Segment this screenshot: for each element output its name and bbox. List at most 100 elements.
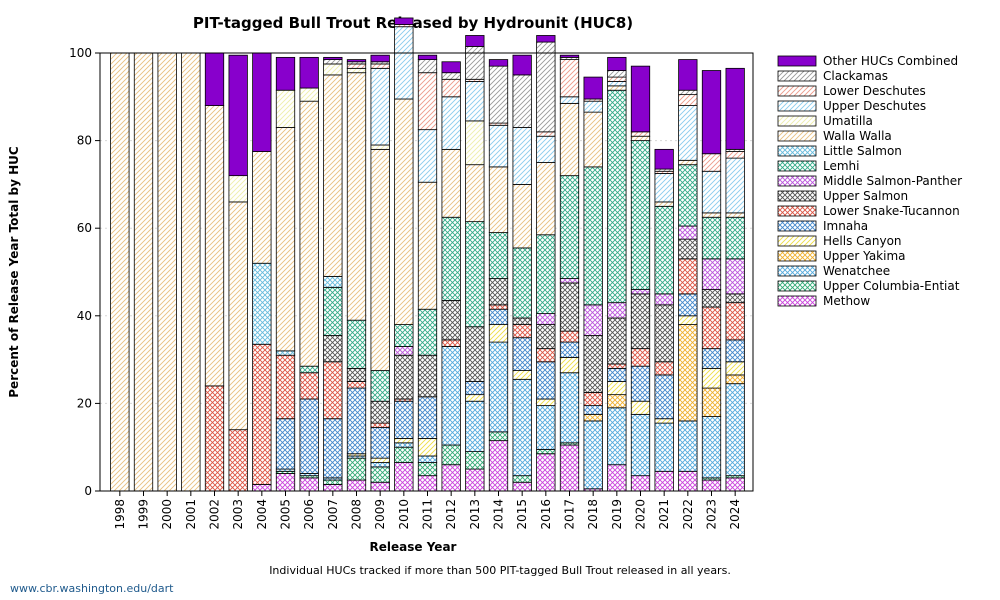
y-tick-label: 0	[84, 484, 92, 498]
bar-segment-other-hucs-combined-2013	[465, 35, 485, 47]
legend-swatch	[777, 235, 817, 247]
x-tick-label: 1999	[137, 499, 151, 530]
bar-segment-lower-deschutes-2016	[536, 131, 556, 137]
bar-segment-wenatchee-2024	[725, 383, 745, 477]
bar-segment-middle-salmon-panther-2019	[607, 302, 627, 319]
x-tick-label: 2012	[444, 499, 458, 530]
bar-segment-lower-snake-tucannon-2009	[370, 422, 390, 428]
legend-swatch	[777, 100, 817, 112]
bar-segment-lower-deschutes-2024	[725, 151, 745, 159]
bar-segment-lemhi-2010	[394, 324, 414, 347]
bar-segment-wenatchee-2017	[559, 372, 580, 444]
bar-segment-upper-salmon-2016	[536, 324, 556, 350]
bar-segment-umatilla-2007	[323, 63, 343, 76]
bar-segment-upper-columbia-entiat-2014	[488, 431, 509, 442]
x-tick-label: 2019	[610, 499, 624, 530]
bar-segment-methow-2006	[299, 477, 319, 492]
bar-segment-imnaha-2014	[488, 308, 509, 325]
y-axis-ticks: 0 20 40 60 80 100	[69, 46, 100, 498]
x-tick-label: 2020	[634, 499, 648, 530]
legend-swatch	[777, 265, 817, 277]
bar-segment-little-salmon-2005	[275, 350, 296, 356]
x-tick-label: 2006	[302, 499, 316, 530]
bar-segment-walla-walla-2021	[654, 201, 674, 207]
bar-segment-umatilla-2013	[465, 120, 485, 166]
bar-segment-lower-snake-tucannon-2004	[252, 343, 272, 485]
bar-segment-hells-canyon-2024	[725, 361, 745, 376]
bar-segment-lower-snake-tucannon-2005	[275, 354, 296, 420]
legend-label: Upper Salmon	[823, 189, 908, 203]
bar-segment-hells-canyon-2014	[488, 324, 509, 343]
bar-segment-umatilla-2008	[346, 67, 367, 74]
bar-segment-walla-walla-2006	[299, 100, 319, 367]
bar-segment-other-hucs-combined-2015	[512, 54, 532, 76]
bar-segment-lower-snake-tucannon-2006	[299, 372, 319, 400]
bar-segment-methow-2016	[536, 453, 556, 492]
bar-segment-lower-deschutes-2019	[607, 76, 627, 82]
bar-segment-upper-salmon-2020	[630, 293, 651, 350]
x-tick-label: 2021	[657, 499, 671, 530]
bar-segment-imnaha-2017	[559, 341, 580, 358]
bar-segment-other-hucs-combined-2022	[678, 59, 698, 91]
legend-label: Umatilla	[823, 114, 873, 128]
bar-segment-clackamas-2015	[512, 74, 532, 128]
bar-segment-wenatchee-2023	[701, 416, 722, 479]
bar-segment-lower-snake-tucannon-2019	[607, 363, 627, 369]
bar-segment-upper-columbia-entiat-2009	[370, 466, 390, 483]
plot-frame	[99, 52, 754, 492]
bar-segment-upper-salmon-2024	[725, 293, 745, 304]
bar-segment-walla-walla-1998	[110, 52, 130, 492]
bar-segment-upper-deschutes-2015	[512, 127, 532, 185]
bar-segment-methow-2010	[394, 462, 414, 492]
bar-segment-upper-deschutes-2017	[559, 96, 580, 104]
bar-segment-middle-salmon-panther-2021	[654, 293, 674, 306]
legend-swatch	[777, 190, 817, 202]
x-tick-label: 2005	[279, 499, 293, 530]
legend-swatch	[777, 220, 817, 232]
y-tick-label: 40	[77, 309, 92, 323]
bar-segment-methow-2017	[559, 444, 580, 492]
bar-segment-wenatchee-2022	[678, 420, 698, 472]
bar-segment-middle-salmon-panther-2022	[678, 225, 698, 240]
bar-segment-upper-salmon-2014	[488, 278, 509, 306]
legend-label: Methow	[823, 294, 870, 308]
bar-segment-upper-yakima-2019	[607, 394, 627, 409]
bar-segment-other-hucs-combined-2005	[275, 56, 296, 91]
bar-segment-upper-deschutes-2021	[654, 173, 674, 203]
bar-segment-lower-snake-tucannon-2014	[488, 304, 509, 310]
bar-segment-wenatchee-2013	[465, 400, 485, 452]
bar-segment-upper-columbia-entiat-2016	[536, 448, 556, 455]
y-axis-label: Percent of Release Year Total by HUC	[7, 146, 21, 398]
bar-segment-imnaha-2023	[701, 348, 722, 369]
bar-segment-lemhi-2014	[488, 232, 509, 279]
bar-segment-walla-walla-2015	[512, 183, 532, 249]
bar-segment-hells-canyon-2010	[394, 438, 414, 444]
bar-segment-methow-2013	[465, 468, 485, 492]
bar-segment-middle-salmon-panther-2016	[536, 313, 556, 325]
legend-swatch	[777, 280, 817, 292]
bar-segment-walla-walla-2009	[370, 148, 390, 371]
bar-segment-lemhi-2023	[701, 216, 722, 260]
bar-segment-hells-canyon-2017	[559, 357, 580, 374]
bar-segment-hells-canyon-2023	[701, 367, 722, 389]
bar-segment-hells-canyon-2020	[630, 400, 651, 415]
bar-segment-middle-salmon-panther-2017	[559, 278, 580, 284]
bar-segment-lower-snake-tucannon-2016	[536, 348, 556, 363]
legend-label: Lower Snake-Tucannon	[823, 204, 960, 218]
bar-segment-upper-deschutes-2013	[465, 81, 485, 122]
x-tick-label: 2004	[255, 499, 269, 530]
legend-label: Middle Salmon-Panther	[823, 174, 962, 188]
bar-segment-lower-snake-tucannon-2007	[323, 361, 343, 420]
legend-label: Clackamas	[823, 69, 888, 83]
bar-segment-walla-walla-2017	[559, 102, 580, 177]
bar-segment-lower-snake-tucannon-2022	[678, 258, 698, 295]
legend-swatch	[777, 205, 817, 217]
bar-segment-walla-walla-2012	[441, 148, 461, 218]
credit-link[interactable]: www.cbr.washington.edu/dart	[10, 582, 174, 595]
bar-segment-upper-salmon-2022	[678, 238, 698, 260]
bar-segment-upper-deschutes-2024	[725, 157, 745, 214]
y-tick-label: 80	[77, 134, 92, 148]
bar-segment-imnaha-2009	[370, 427, 390, 459]
bar-segment-imnaha-2016	[536, 361, 556, 400]
bar-segment-other-hucs-combined-2012	[441, 61, 461, 74]
